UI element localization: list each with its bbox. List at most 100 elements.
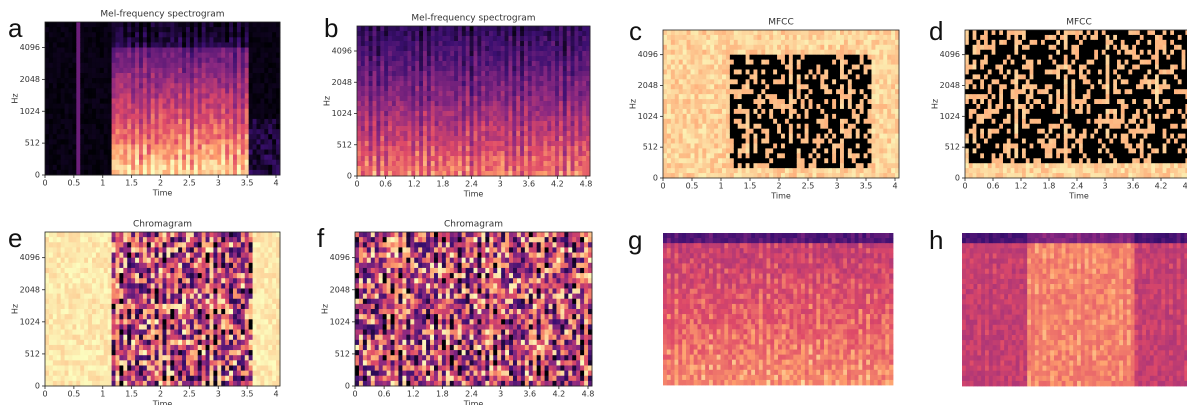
x-tick-label: 4 [892,182,897,191]
panel: h [929,225,1187,387]
spectrogram-image [962,233,1187,386]
panel: fChromagramTimeHz00.61.21.82.433.64.24.8… [317,220,594,405]
x-tick-label: 4.2 [553,390,566,399]
y-axis-label: Hz [931,99,940,109]
panel-letter: f [317,223,325,253]
x-tick-label: 3.6 [523,390,536,399]
y-tick-label: 512 [25,139,40,148]
y-axis-label: Hz [629,99,638,109]
x-tick-label: 1 [100,179,105,188]
y-tick-label: 512 [337,140,352,149]
x-tick-label: 4.8 [582,390,595,399]
x-tick-label: 3.6 [522,180,535,189]
x-tick-label: 2 [776,182,781,191]
panel-letter: g [628,225,642,255]
x-tick-label: 1.8 [1043,182,1056,191]
x-tick-label: 0 [42,390,47,399]
y-tick-label: 512 [25,349,40,358]
x-tick-label: 4.8 [580,180,593,189]
y-tick-label: 2048 [330,285,350,294]
y-tick-label: 0 [35,171,40,180]
y-tick-label: 4096 [940,50,960,59]
y-tick-label: 4096 [330,253,350,262]
x-tick-label: 1.2 [1015,182,1028,191]
x-tick-label: 2 [158,179,163,188]
x-tick-label: 0 [354,180,359,189]
x-tick-label: 0 [42,179,47,188]
y-tick-label: 2048 [20,285,40,294]
x-tick-label: 3.5 [241,390,254,399]
x-axis-label: Time [770,192,791,201]
panel-title: MFCC [768,18,794,28]
x-tick-label: 3 [1102,182,1107,191]
y-tick-label: 1024 [330,317,350,326]
y-tick-label: 1024 [332,109,352,118]
x-tick-label: 1.2 [407,390,420,399]
x-tick-label: 3 [834,182,839,191]
x-axis-label: Time [152,189,173,198]
x-tick-label: 1.5 [125,179,138,188]
y-tick-label: 512 [643,143,658,152]
panel-title: Chromagram [133,220,192,230]
x-tick-label: 4 [273,179,278,188]
panel: eChromagramTimeHz00.511.522.533.54051210… [8,220,280,405]
y-tick-label: 4096 [20,253,40,262]
x-tick-label: 2 [158,390,163,399]
x-tick-label: 0 [660,182,665,191]
panel-letter: b [324,13,338,43]
x-tick-label: 4 [273,390,278,399]
x-tick-label: 2.4 [465,180,478,189]
y-tick-label: 1024 [940,112,960,121]
x-tick-label: 1.5 [125,390,138,399]
x-tick-label: 3 [498,180,503,189]
panel: g [628,225,893,386]
spectrogram-image [45,232,280,386]
y-tick-label: 2048 [940,81,960,90]
y-tick-label: 0 [35,382,40,391]
x-tick-label: 1.8 [436,390,449,399]
x-tick-label: 2.4 [1071,182,1084,191]
y-tick-label: 1024 [638,112,658,121]
x-tick-label: 0.5 [68,179,81,188]
x-tick-label: 3.6 [1127,182,1140,191]
y-tick-label: 1024 [20,317,40,326]
x-tick-label: 4.8 [1183,182,1187,191]
x-axis-label: Time [152,400,173,405]
y-tick-label: 0 [345,382,350,391]
x-tick-label: 1 [718,182,723,191]
x-tick-label: 2.5 [802,182,815,191]
x-tick-label: 3 [216,390,221,399]
panel-letter: c [629,16,642,46]
x-tick-label: 2.5 [183,390,196,399]
spectrogram-image [663,30,899,178]
x-tick-label: 3.5 [241,179,254,188]
x-tick-label: 3 [498,390,503,399]
panel-title: Chromagram [444,220,503,230]
panel: aMel-frequency spectrogramTimeHz00.511.5… [8,10,280,198]
spectrogram-image [45,22,280,175]
y-tick-label: 4096 [638,50,658,59]
panel-letter: d [929,16,943,46]
panel-title: Mel-frequency spectrogram [411,14,535,24]
x-tick-label: 0.5 [68,390,81,399]
panel-letter: a [8,13,23,43]
x-tick-label: 1.2 [408,180,421,189]
y-tick-label: 2048 [20,75,40,84]
x-tick-label: 3.5 [860,182,873,191]
y-tick-label: 1024 [20,107,40,116]
spectrogram-image [663,233,893,385]
y-tick-label: 2048 [638,81,658,90]
panel-title: MFCC [1066,18,1092,28]
x-tick-label: 4.2 [551,180,564,189]
y-tick-label: 512 [945,143,960,152]
spectrogram-image [965,30,1187,178]
x-axis-label: Time [463,190,484,199]
x-tick-label: 0 [962,182,967,191]
y-tick-label: 0 [955,174,960,183]
x-tick-label: 1.8 [437,180,450,189]
spectrogram-image [355,232,592,386]
y-tick-label: 4096 [332,47,352,56]
x-tick-label: 4.2 [1155,182,1168,191]
panel: dMFCCTimeHz00.61.21.82.433.64.24.8051210… [929,16,1187,201]
x-axis-label: Time [1068,192,1089,201]
